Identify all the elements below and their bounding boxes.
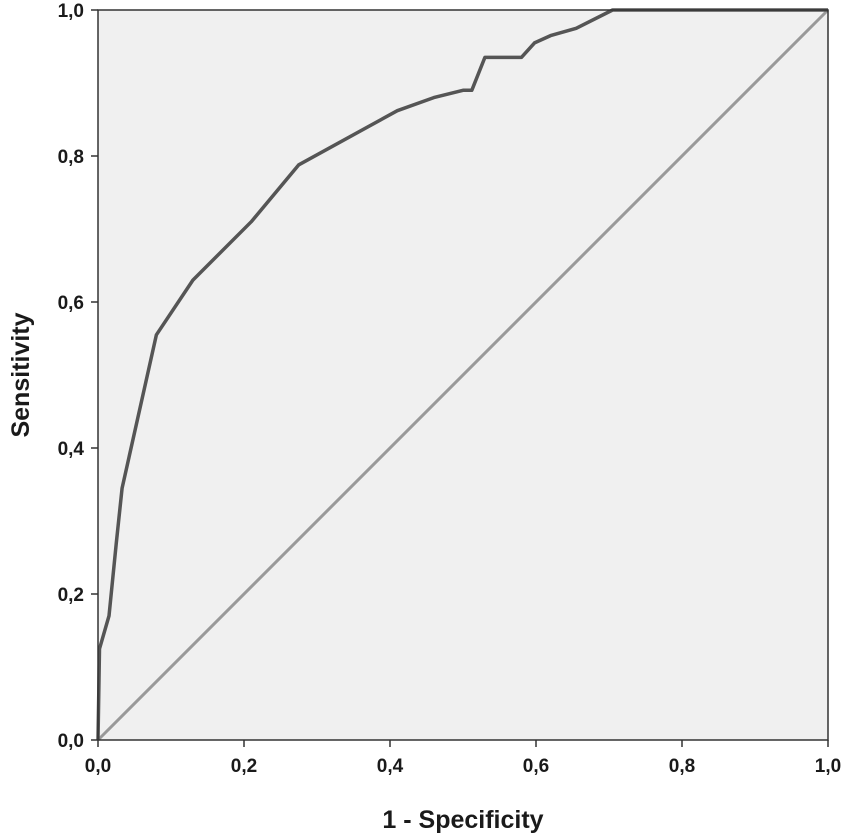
x-tick-label: 0,4 (377, 756, 404, 777)
y-tick-label: 0,6 (58, 293, 84, 314)
y-tick-label: 0,2 (58, 585, 84, 606)
chart-marks (96, 8, 830, 742)
y-axis-title: Sensitivity (7, 312, 35, 437)
x-tick-label: 0,0 (85, 756, 111, 777)
y-tick-label: 0,4 (58, 439, 85, 460)
roc-curve (96, 8, 828, 741)
y-tick-label: 1,0 (58, 1, 84, 22)
x-tick-label: 0,6 (523, 756, 549, 777)
x-tick-label: 0,2 (231, 756, 257, 777)
axes: 0,0 0,2 0,4 0,6 0,8 1,0 0,0 0,2 0,4 0,6 0,8 1,0 (58, 1, 842, 777)
x-axis-title: 1 - Specificity (382, 806, 543, 834)
x-tick-label: 0,8 (669, 756, 695, 777)
y-tick-label: 0,8 (58, 147, 84, 168)
x-tick-label: 1,0 (815, 756, 841, 777)
y-tick-label: 0,0 (58, 731, 84, 752)
reference-diagonal-line (96, 8, 830, 742)
plot-frame (97, 9, 829, 741)
